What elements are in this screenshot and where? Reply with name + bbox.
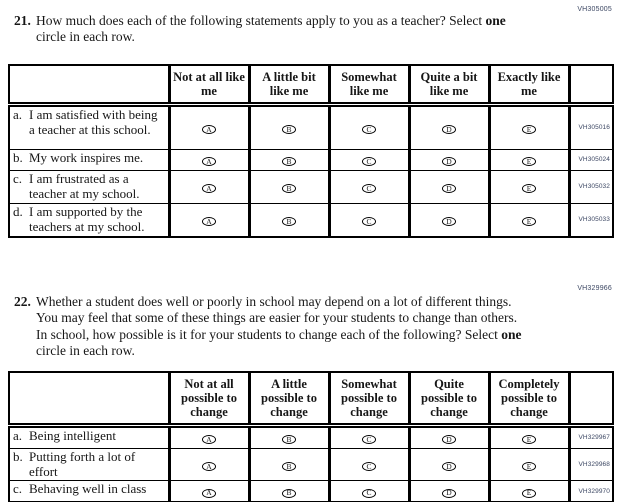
answer-bubble-e[interactable]: E [522, 157, 536, 167]
q22-row-b-stub: b. Putting forth a lot of effort [8, 447, 171, 482]
q22-stub-header [8, 370, 171, 428]
answer-bubble-e[interactable]: E [522, 434, 536, 444]
q21-row-b: b. My work inspires me. A B C D E VH30502… [8, 148, 614, 171]
answer-bubble-c[interactable]: C [362, 434, 376, 444]
q21-row-d: d. I am supported by the teachers at my s… [8, 202, 614, 238]
answer-bubble-a[interactable]: A [202, 157, 216, 167]
answer-bubble-c[interactable]: C [362, 157, 376, 167]
q22-row-a-stub: a. Being intelligent [8, 424, 171, 449]
answer-bubble-b[interactable]: B [282, 157, 296, 167]
question-21-number: 21. [14, 13, 31, 28]
row-label: I am satisfied with being a teacher at t… [29, 106, 158, 137]
answer-bubble-c[interactable]: C [362, 217, 376, 226]
row-label: I am supported by the teachers at my sch… [29, 203, 145, 234]
answer-bubble-b[interactable]: B [282, 488, 296, 498]
row-letter: b. [13, 149, 23, 165]
answer-bubble-d[interactable]: D [442, 157, 456, 167]
q21-row-b-stub: b. My work inspires me. [8, 148, 171, 171]
answer-bubble-b[interactable]: B [282, 125, 296, 135]
question-22-text-block: 22. Whether a student does well or poorl… [14, 294, 621, 360]
q21-code-header [567, 63, 614, 107]
q21-col-header-5: Exactly like me [487, 63, 571, 107]
q22-col-header-1: Not at all possible to change [167, 370, 251, 428]
q21-stub-header [8, 63, 171, 107]
item-code: VH329968 [567, 447, 614, 482]
answer-bubble-a[interactable]: A [202, 184, 216, 194]
q21-row-a: a. I am satisfied with being a teacher at… [8, 103, 614, 150]
q22-row-c: c. Behaving well in class A B C D E VH329… [8, 480, 614, 502]
answer-bubble-a[interactable]: A [202, 217, 216, 226]
row-label: Being intelligent [29, 427, 117, 443]
answer-bubble-a[interactable]: A [202, 434, 216, 444]
answer-bubble-c[interactable]: C [362, 461, 376, 471]
q22-row-c-stub: c. Behaving well in class [8, 480, 171, 502]
answer-bubble-d[interactable]: D [442, 461, 456, 471]
row-letter: d. [13, 203, 23, 219]
answer-bubble-c[interactable]: C [362, 488, 376, 498]
item-code: VH305016 [567, 103, 614, 150]
question-22-accession-code: VH329966 [577, 284, 612, 292]
answer-bubble-c[interactable]: C [362, 184, 376, 194]
row-letter: a. [13, 106, 23, 122]
q22-col-header-3: Somewhat possible to change [327, 370, 411, 428]
q21-row-c: c. I am frustrated as a teacher at my sch… [8, 169, 614, 204]
answer-bubble-e[interactable]: E [522, 461, 536, 471]
question-21-text: How much does each of the following stat… [36, 13, 506, 45]
answer-bubble-a[interactable]: A [202, 461, 216, 471]
q22-code-header [567, 370, 614, 428]
item-code: VH305033 [567, 202, 614, 238]
q22-col-header-2: A little possible to change [247, 370, 331, 428]
answer-bubble-b[interactable]: B [282, 434, 296, 444]
answer-bubble-d[interactable]: D [442, 217, 456, 226]
q22-row-b: b. Putting forth a lot of effort A B C D … [8, 447, 614, 482]
q22-header-row: Not at all possible to change A little p… [8, 370, 614, 428]
answer-bubble-d[interactable]: D [442, 125, 456, 135]
q21-col-header-2: A little bit like me [247, 63, 331, 107]
answer-bubble-a[interactable]: A [202, 488, 216, 498]
q21-row-d-stub: d. I am supported by the teachers at my s… [8, 202, 171, 238]
q21-col-header-3: Somewhat like me [327, 63, 411, 107]
question-22-text: Whether a student does well or poorly in… [36, 293, 522, 359]
q21-col-header-1: Not at all like me [167, 63, 251, 107]
row-letter: c. [13, 170, 23, 186]
q21-col-header-4: Quite a bit like me [407, 63, 491, 107]
answer-bubble-d[interactable]: D [442, 184, 456, 194]
q21-header-row: Not at all like me A little bit like me … [8, 63, 614, 107]
answer-bubble-e[interactable]: E [522, 217, 536, 226]
question-22-number: 22. [14, 293, 31, 309]
q22-row-a: a. Being intelligent A B C D E VH329967 [8, 424, 614, 449]
question-21-text-block: 21. How much does each of the following … [14, 13, 621, 46]
row-label: My work inspires me. [29, 149, 144, 165]
answer-bubble-e[interactable]: E [522, 488, 536, 498]
answer-bubble-d[interactable]: D [442, 488, 456, 498]
answer-bubble-a[interactable]: A [202, 125, 216, 135]
item-code: VH305032 [567, 169, 614, 204]
q22-col-header-4: Quite possible to change [407, 370, 491, 428]
row-label: I am frustrated as a teacher at my schoo… [29, 170, 140, 201]
question-21-section: VH305005 21. How much does each of the f… [0, 0, 621, 238]
item-code: VH329967 [567, 424, 614, 449]
q21-row-c-stub: c. I am frustrated as a teacher at my sch… [8, 169, 171, 204]
row-label: Behaving well in class [29, 481, 147, 497]
row-letter: c. [13, 481, 23, 497]
answer-bubble-e[interactable]: E [522, 125, 536, 135]
answer-bubble-c[interactable]: C [362, 125, 376, 135]
question-22-section: VH329966 22. Whether a student does well… [0, 285, 621, 502]
answer-bubble-e[interactable]: E [522, 184, 536, 194]
question-21-accession-code: VH305005 [577, 6, 612, 13]
item-code: VH329970 [567, 480, 614, 502]
row-letter: a. [13, 427, 23, 443]
q21-response-table: Not at all like me A little bit like me … [8, 63, 614, 238]
row-label: Putting forth a lot of effort [29, 448, 136, 479]
item-code: VH305024 [567, 148, 614, 171]
q21-row-a-stub: a. I am satisfied with being a teacher at… [8, 103, 171, 150]
q22-response-table: Not at all possible to change A little p… [8, 370, 614, 502]
q22-col-header-5: Completely possible to change [487, 370, 571, 428]
row-letter: b. [13, 448, 23, 464]
answer-bubble-b[interactable]: B [282, 184, 296, 194]
answer-bubble-b[interactable]: B [282, 217, 296, 226]
answer-bubble-b[interactable]: B [282, 461, 296, 471]
answer-bubble-d[interactable]: D [442, 434, 456, 444]
